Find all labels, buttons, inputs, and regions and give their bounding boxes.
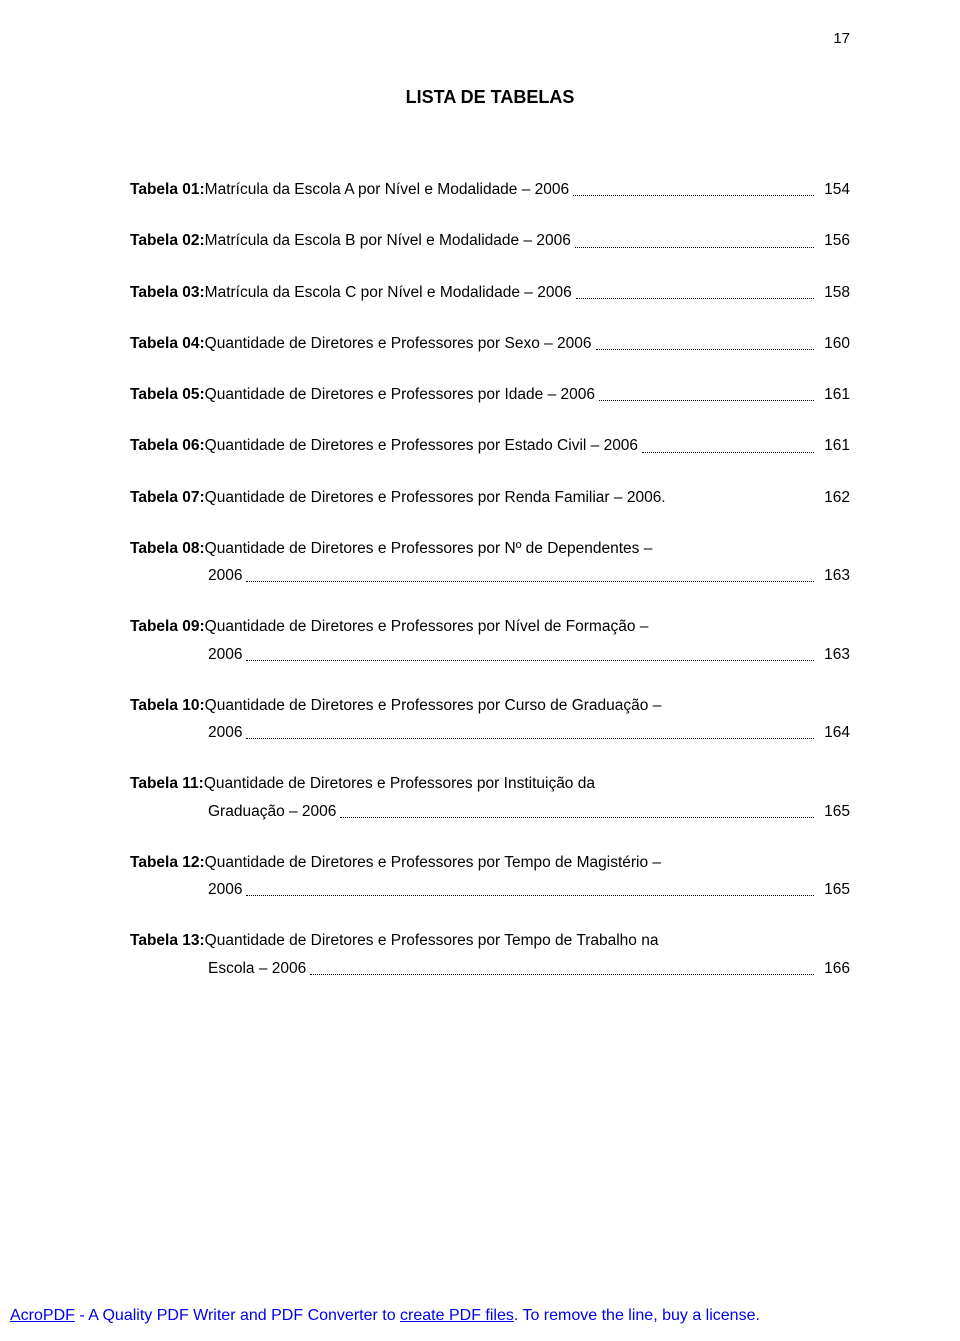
- toc-entry: Tabela 10: Quantidade de Diretores e Pro…: [130, 694, 850, 745]
- toc-entry-label: Tabela 07:: [130, 486, 205, 509]
- toc-entry-text: Quantidade de Diretores e Professores po…: [205, 615, 649, 638]
- toc-entry-text-line2: 2006: [208, 643, 242, 666]
- toc-entry-text: Quantidade de Diretores e Professores po…: [205, 929, 659, 952]
- toc-entry: Tabela 05: Quantidade de Diretores e Pro…: [130, 383, 850, 406]
- toc-leader-dots: [246, 660, 814, 661]
- toc-entry-label: Tabela 03:: [130, 281, 205, 304]
- toc-leader-dots: [246, 738, 814, 739]
- toc-leader-dots: [596, 349, 815, 350]
- document-page: 17 LISTA DE TABELAS Tabela 01: Matrícula…: [0, 0, 960, 980]
- toc-entry-page: 166: [818, 957, 850, 980]
- acropdf-link[interactable]: AcroPDF: [10, 1307, 75, 1324]
- toc-entry-text: Matrícula da Escola A por Nível e Modali…: [205, 178, 569, 201]
- toc-leader-dots: [642, 452, 814, 453]
- toc-entry: Tabela 08: Quantidade de Diretores e Pro…: [130, 537, 850, 588]
- toc-entry-label: Tabela 06:: [130, 434, 205, 457]
- toc-entry-text-line2: Graduação – 2006: [208, 800, 336, 823]
- toc-leader-dots: [246, 581, 814, 582]
- toc-entry-text: Matrícula da Escola C por Nível e Modali…: [205, 281, 572, 304]
- toc-entry-label: Tabela 09:: [130, 615, 205, 638]
- toc-entry: Tabela 04: Quantidade de Diretores e Pro…: [130, 332, 850, 355]
- toc-entry-page: 163: [818, 564, 850, 587]
- toc-entry-page: 156: [818, 229, 850, 252]
- toc-entry-text-line2: Escola – 2006: [208, 957, 306, 980]
- toc-leader-dots: [246, 895, 814, 896]
- toc-entry: Tabela 03: Matrícula da Escola C por Nív…: [130, 281, 850, 304]
- toc-entry-text: Quantidade de Diretores e Professores po…: [205, 486, 666, 509]
- toc-entry-text: Quantidade de Diretores e Professores po…: [205, 383, 595, 406]
- toc-entry-text: Quantidade de Diretores e Professores po…: [205, 434, 638, 457]
- toc-entry-text-line2: 2006: [208, 721, 242, 744]
- pdf-watermark-footer: AcroPDF - A Quality PDF Writer and PDF C…: [10, 1307, 760, 1325]
- toc-leader-dots: [573, 195, 814, 196]
- toc-entry-label: Tabela 12:: [130, 851, 205, 874]
- toc-leader-dots: [340, 817, 814, 818]
- toc-entry-page: 161: [818, 383, 850, 406]
- toc-entry-text: Quantidade de Diretores e Professores po…: [205, 332, 592, 355]
- toc-entry-label: Tabela 02:: [130, 229, 205, 252]
- toc-entry: Tabela 09: Quantidade de Diretores e Pro…: [130, 615, 850, 666]
- toc-leader-dots: [310, 974, 814, 975]
- toc-entry-label: Tabela 01:: [130, 178, 205, 201]
- toc-entry-page: 165: [818, 800, 850, 823]
- toc-leader-dots: [576, 298, 814, 299]
- footer-text-tail: . To remove the line, buy a license.: [514, 1307, 760, 1324]
- toc-entry-page: 154: [818, 178, 850, 201]
- toc-entry-page: 162: [818, 486, 850, 509]
- toc-entry: Tabela 07: Quantidade de Diretores e Pro…: [130, 486, 850, 509]
- toc-entry-label: Tabela 13:: [130, 929, 205, 952]
- toc-entry-text: Quantidade de Diretores e Professores po…: [205, 851, 661, 874]
- toc-leader-dots: [599, 400, 814, 401]
- toc-entry-page: 158: [818, 281, 850, 304]
- toc-entry-text: Quantidade de Diretores e Professores po…: [205, 537, 653, 560]
- toc-entry-page: 160: [818, 332, 850, 355]
- toc-entry-text-line2: 2006: [208, 878, 242, 901]
- toc-entry-page: 165: [818, 878, 850, 901]
- toc-entry-label: Tabela 10:: [130, 694, 205, 717]
- toc-entry-page: 163: [818, 643, 850, 666]
- toc-entry: Tabela 02: Matrícula da Escola B por Nív…: [130, 229, 850, 252]
- toc-entry-page: 161: [818, 434, 850, 457]
- footer-text-mid: - A Quality PDF Writer and PDF Converter…: [75, 1307, 400, 1324]
- toc-entry-label: Tabela 04:: [130, 332, 205, 355]
- toc-entry-label: Tabela 08:: [130, 537, 205, 560]
- toc-entry-page: 164: [818, 721, 850, 744]
- toc-entry: Tabela 12: Quantidade de Diretores e Pro…: [130, 851, 850, 902]
- page-title: LISTA DE TABELAS: [130, 87, 850, 108]
- toc-leader-dots: [575, 247, 814, 248]
- toc-entry-label: Tabela 11:: [130, 772, 204, 795]
- toc-entry: Tabela 06: Quantidade de Diretores e Pro…: [130, 434, 850, 457]
- toc-entry: Tabela 13: Quantidade de Diretores e Pro…: [130, 929, 850, 980]
- table-of-contents: Tabela 01: Matrícula da Escola A por Nív…: [130, 178, 850, 980]
- toc-entry-text: Matrícula da Escola B por Nível e Modali…: [205, 229, 571, 252]
- toc-entry-text: Quantidade de Diretores e Professores po…: [204, 772, 595, 795]
- toc-entry-text-line2: 2006: [208, 564, 242, 587]
- create-pdf-link[interactable]: create PDF files: [400, 1307, 514, 1324]
- toc-entry-label: Tabela 05:: [130, 383, 205, 406]
- page-number: 17: [130, 30, 850, 47]
- toc-entry-text: Quantidade de Diretores e Professores po…: [205, 694, 662, 717]
- toc-entry: Tabela 01: Matrícula da Escola A por Nív…: [130, 178, 850, 201]
- toc-entry: Tabela 11: Quantidade de Diretores e Pro…: [130, 772, 850, 823]
